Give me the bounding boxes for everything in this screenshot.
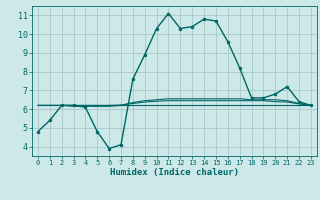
X-axis label: Humidex (Indice chaleur): Humidex (Indice chaleur) [110, 168, 239, 177]
